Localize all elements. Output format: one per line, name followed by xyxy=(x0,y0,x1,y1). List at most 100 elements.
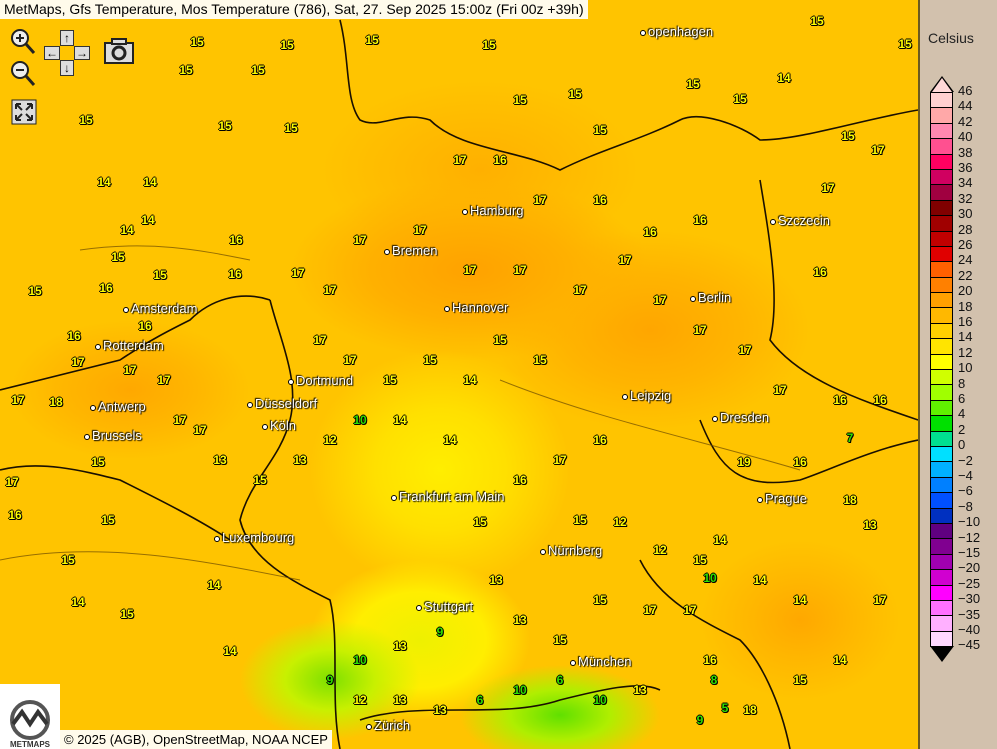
legend-swatch xyxy=(930,200,953,217)
temperature-value: 14 xyxy=(393,413,407,427)
temperature-map[interactable]: 15 15 15 15 15 15 15 15 15 14 14 14 14 15 15 15 16 16 16 16… xyxy=(0,0,918,749)
city-label: Prague xyxy=(757,491,807,506)
temperature-value: 12 xyxy=(323,433,337,447)
copyright-attribution[interactable]: © 2025 (AGB), OpenStreetMap, NOAA NCEP xyxy=(60,730,332,749)
temperature-value: 14 xyxy=(443,433,457,447)
temperature-value: 17 xyxy=(871,143,885,157)
temperature-value: 15 xyxy=(190,35,204,49)
temperature-value: 17 xyxy=(643,603,657,617)
temperature-value: 16 xyxy=(813,265,827,279)
temperature-value: 17 xyxy=(313,333,327,347)
legend-swatch xyxy=(930,139,953,155)
temperature-value: 16 xyxy=(99,281,113,295)
temperature-value: 15 xyxy=(553,633,567,647)
temperature-value: 17 xyxy=(738,343,752,357)
temperature-value: 14 xyxy=(793,593,807,607)
legend-label: 22 xyxy=(958,267,973,283)
temperature-value: 16 xyxy=(228,267,242,281)
legend-label: 36 xyxy=(958,160,973,175)
city-label: Düsseldorf xyxy=(247,396,317,411)
map-title: MetMaps, Gfs Temperature, Mos Temperatur… xyxy=(0,0,588,19)
legend-swatch xyxy=(930,154,953,170)
legend-swatch xyxy=(930,385,953,401)
temperature-value: 16 xyxy=(229,233,243,247)
legend-swatch xyxy=(930,277,953,294)
temperature-value: 14 xyxy=(463,373,477,387)
temperature-value: 15 xyxy=(153,268,167,282)
temperature-value: 17 xyxy=(773,383,787,397)
legend-swatch xyxy=(930,508,953,524)
legend-label: 0 xyxy=(958,437,966,453)
pan-left-button[interactable]: ← xyxy=(44,46,60,60)
legend-label: 4 xyxy=(958,406,966,422)
temperature-value: 17 xyxy=(343,353,357,367)
temperature-value: 10 xyxy=(513,683,527,697)
fullscreen-icon[interactable] xyxy=(11,99,37,125)
city-label: Amsterdam xyxy=(123,301,197,316)
pan-down-button[interactable]: ↓ xyxy=(60,60,74,76)
temperature-value: 14 xyxy=(207,578,221,592)
legend-label: 46 xyxy=(958,83,973,98)
legend-label: −45 xyxy=(958,637,981,653)
temperature-value: 10 xyxy=(353,413,367,427)
legend-swatch xyxy=(930,539,953,555)
temperature-value: 17 xyxy=(821,181,835,195)
temperature-value: 15 xyxy=(91,455,105,469)
temperature-value: 10 xyxy=(593,693,607,707)
city-label: Zürich xyxy=(366,718,410,733)
legend-swatch xyxy=(930,93,953,109)
legend-swatch xyxy=(930,231,953,247)
temperature-value: 13 xyxy=(393,693,407,707)
logo-text: METMAPS xyxy=(10,740,50,749)
legend-swatch xyxy=(930,600,953,617)
temperature-value: 16 xyxy=(873,393,887,407)
temperature-value: 15 xyxy=(793,673,807,687)
pan-right-button[interactable]: → xyxy=(74,46,90,60)
temperature-value: 7 xyxy=(846,431,854,445)
temperature-value: 15 xyxy=(810,14,824,28)
city-label: Hamburg xyxy=(462,203,523,218)
temperature-value: 17 xyxy=(173,413,187,427)
temperature-value: 14 xyxy=(713,533,727,547)
legend-label: 26 xyxy=(958,237,973,252)
temperature-value: 17 xyxy=(323,283,337,297)
legend-label: 6 xyxy=(958,391,966,406)
legend-label: −25 xyxy=(958,575,981,591)
legend-swatch xyxy=(930,323,953,340)
temperature-value: 17 xyxy=(513,263,527,277)
temperature-value: 16 xyxy=(8,508,22,522)
temperature-value: 16 xyxy=(793,455,807,469)
temperature-value: 15 xyxy=(79,113,93,127)
legend-label: 40 xyxy=(958,129,973,145)
temperature-value: 9 xyxy=(436,625,444,639)
legend-swatch xyxy=(930,293,953,309)
temperature-value: 16 xyxy=(513,473,527,487)
temperature-value: 6 xyxy=(556,673,564,687)
legend-swatch xyxy=(930,308,953,324)
temperature-value: 17 xyxy=(193,423,207,437)
pan-up-button[interactable]: ↑ xyxy=(60,30,74,46)
city-label: Antwerp xyxy=(90,399,146,414)
legend-swatch xyxy=(930,108,953,124)
legend-swatch xyxy=(930,354,953,371)
legend-swatch xyxy=(930,246,953,263)
legend-label: −2 xyxy=(958,452,973,468)
legend-label: −12 xyxy=(958,529,981,545)
zoom-out-icon[interactable] xyxy=(10,60,36,88)
temperature-value: 17 xyxy=(11,393,25,407)
temperature-value: 14 xyxy=(71,595,85,609)
temperature-value: 16 xyxy=(593,433,607,447)
temperature-value: 15 xyxy=(179,63,193,77)
temperature-legend: Celsius 46 44 42 40 38 36 34 32 30 28 26 24 22 20 18 16… xyxy=(918,0,997,749)
legend-label: −15 xyxy=(958,545,981,560)
temperature-value: 15 xyxy=(101,513,115,527)
zoom-in-icon[interactable] xyxy=(10,28,36,56)
temperature-value: 16 xyxy=(693,213,707,227)
city-label: Stuttgart xyxy=(416,599,473,614)
legend-label: −8 xyxy=(958,498,973,514)
metmaps-logo[interactable]: METMAPS xyxy=(0,684,60,749)
temperature-value: 17 xyxy=(618,253,632,267)
legend-label: −40 xyxy=(958,622,981,637)
temperature-value: 8 xyxy=(710,673,718,687)
camera-icon[interactable] xyxy=(104,38,134,64)
